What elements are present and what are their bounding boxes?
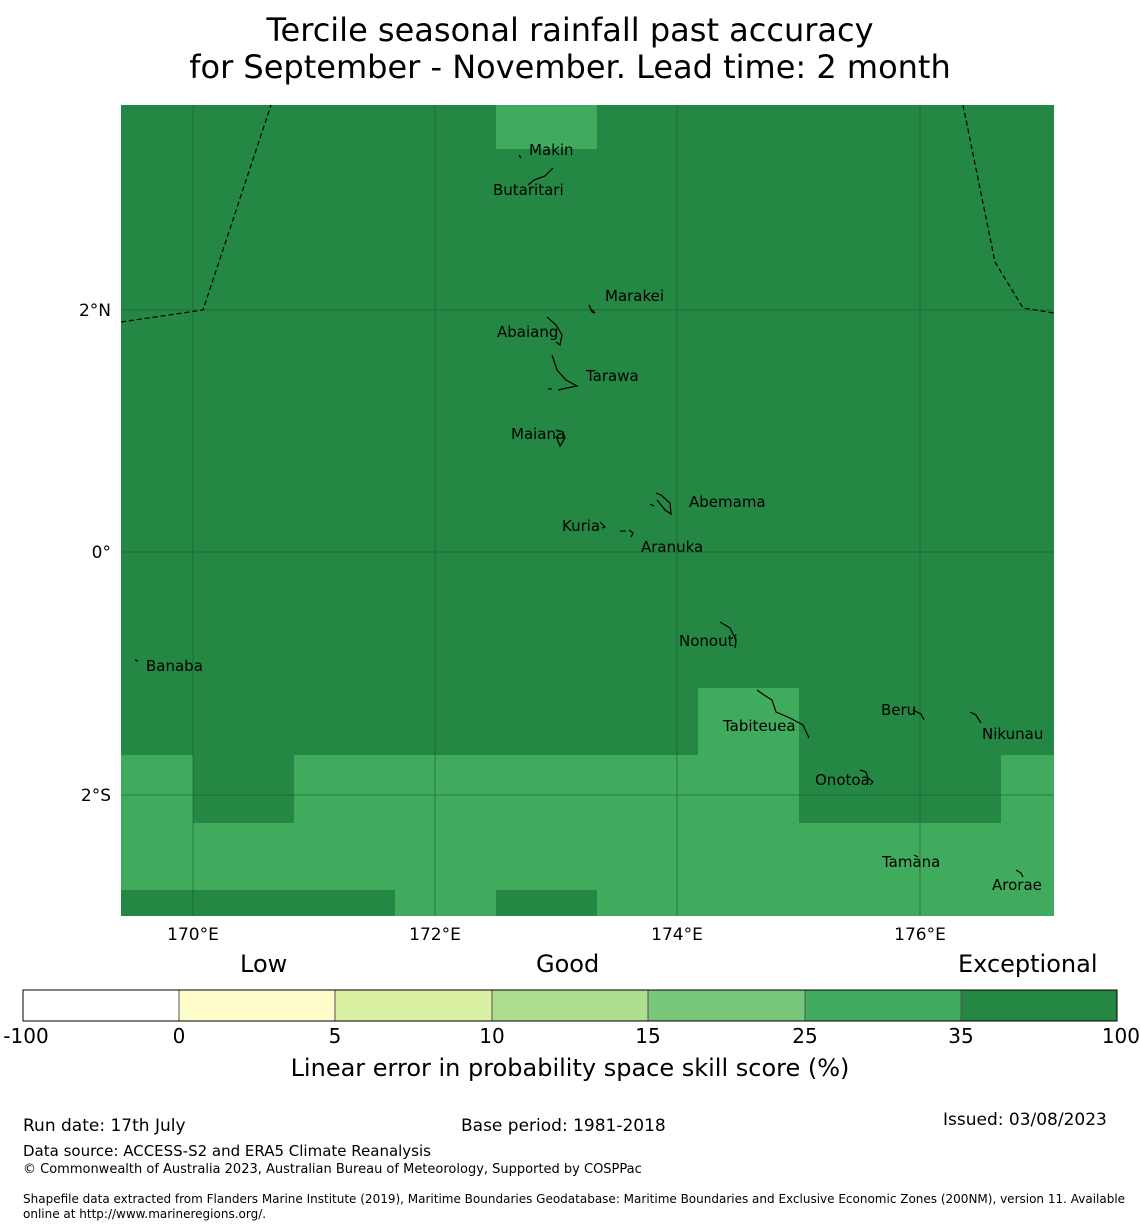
place-label: Banaba — [146, 657, 203, 675]
island-outline — [913, 854, 919, 858]
colorbar — [22, 989, 1118, 1022]
place-label: Maiana — [511, 425, 565, 443]
colorbar-category-low: Low — [240, 950, 288, 978]
eez-boundary-east — [962, 104, 1055, 314]
colorbar-label: Linear error in probability space skill … — [290, 1054, 850, 1082]
skill-patch — [193, 755, 294, 823]
colorbar-segment — [178, 989, 336, 1022]
lon-tick-label: 170°E — [167, 925, 219, 945]
island-outline — [599, 521, 607, 529]
place-label: Kuria — [562, 517, 600, 535]
colorbar-segment — [22, 989, 180, 1022]
island-outline — [546, 316, 563, 347]
place-label: Tamana — [881, 853, 940, 871]
skill-patch — [597, 890, 1054, 916]
island-outline — [912, 709, 925, 721]
colorbar-tick: 35 — [948, 1024, 974, 1048]
place-label: Abaiang — [497, 323, 558, 341]
chart-title: Tercile seasonal rainfall past accuracy — [266, 11, 874, 49]
island-outline — [719, 621, 737, 649]
place-label: Butaritari — [493, 181, 564, 199]
place-label: Onotoa — [815, 771, 870, 789]
copyright: © Commonwealth of Australia 2023, Austra… — [23, 1162, 642, 1177]
lon-tick-label: 172°E — [409, 925, 461, 945]
island-outline — [969, 711, 982, 724]
skill-patch — [395, 890, 496, 916]
place-label: Marakei — [605, 287, 664, 305]
skill-patch — [698, 688, 799, 890]
skill-patches-high — [193, 755, 294, 823]
island-outline — [655, 492, 672, 516]
lat-tick-label: 0° — [92, 543, 111, 563]
lat-tick-label: 2°S — [81, 786, 111, 806]
colorbar-tick: 100 — [1101, 1024, 1140, 1048]
island-outline — [555, 429, 566, 448]
lon-tick-label: 174°E — [651, 925, 703, 945]
chart-subtitle: for September - November. Lead time: 2 m… — [189, 48, 951, 86]
skill-patch — [496, 105, 597, 149]
skill-patch — [1001, 755, 1054, 823]
island-outlines — [134, 154, 1024, 878]
place-label: Nikunau — [982, 725, 1043, 743]
place-label: Aranuka — [641, 538, 703, 556]
skill-patch — [799, 823, 1054, 890]
colorbar-tick: 25 — [792, 1024, 818, 1048]
island-outline — [588, 304, 596, 314]
run-date: Run date: 17th July — [23, 1116, 186, 1136]
gridlines — [121, 105, 1054, 916]
colorbar-tick: 5 — [328, 1024, 342, 1048]
lon-tick-label: 176°E — [894, 925, 946, 945]
eez-boundary-west — [120, 104, 272, 323]
eez-boundaries — [120, 104, 1055, 323]
place-label: Beru — [881, 701, 916, 719]
colorbar-tick: -100 — [3, 1024, 49, 1048]
place-label: Abemama — [689, 493, 766, 511]
issued-date: Issued: 03/08/2023 — [943, 1110, 1107, 1130]
place-label: Makin — [529, 141, 574, 159]
colorbar-segment — [491, 989, 649, 1022]
island-outline — [518, 154, 522, 159]
place-label: Nonouti — [679, 632, 738, 650]
colorbar-segment — [960, 989, 1118, 1022]
colorbar-tick: 10 — [479, 1024, 505, 1048]
colorbar-segment — [647, 989, 806, 1022]
colorbar-segment — [334, 989, 493, 1022]
island-outline — [756, 689, 810, 739]
colorbar-segment — [804, 989, 962, 1022]
place-label: Tarawa — [585, 367, 639, 385]
colorbar-category-good: Good — [536, 950, 600, 978]
island-outline — [628, 529, 634, 538]
colorbar-tick: 15 — [635, 1024, 661, 1048]
colorbar-category-exceptional: Exceptional — [958, 950, 1098, 978]
place-label: Tabiteuea — [722, 717, 796, 735]
shapefile-credit: Shapefile data extracted from Flanders M… — [23, 1192, 1126, 1221]
lat-tick-label: 2°N — [79, 301, 111, 321]
island-outline — [649, 503, 655, 507]
place-label: Arorae — [992, 876, 1042, 894]
axis-labels: 170°E 172°E 174°E 176°E 2°N 0° 2°S — [79, 301, 946, 945]
colorbar-tick: 0 — [172, 1024, 186, 1048]
island-outline — [527, 167, 554, 186]
island-outline — [551, 354, 579, 391]
data-source: Data source: ACCESS-S2 and ERA5 Climate … — [23, 1142, 431, 1160]
place-labels: Makin Butaritari Marakei Abaiang Tarawa … — [146, 141, 1043, 894]
island-outline — [859, 769, 874, 786]
island-outline — [1015, 869, 1024, 878]
colorbar-frame — [22, 989, 1118, 1022]
base-period: Base period: 1981-2018 — [461, 1116, 666, 1136]
island-outline — [134, 659, 139, 662]
